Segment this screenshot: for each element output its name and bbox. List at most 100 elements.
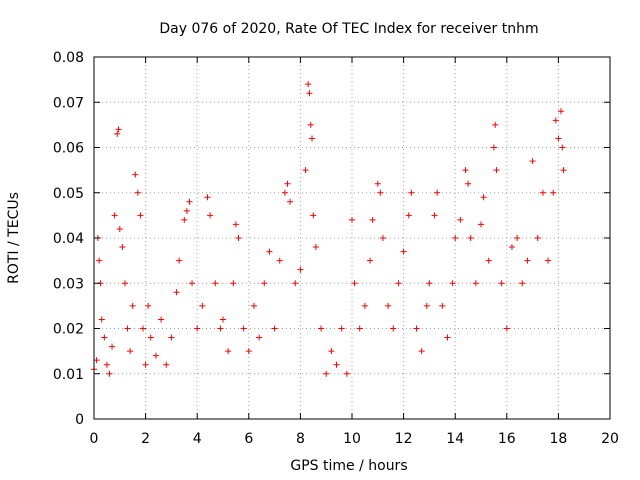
y-axis-label: ROTI / TECUs <box>6 192 22 284</box>
data-point <box>98 316 105 323</box>
data-point <box>281 189 288 196</box>
y-tick-label: 0.06 <box>53 141 84 157</box>
data-point <box>103 361 110 368</box>
data-point <box>152 352 159 359</box>
data-point <box>256 334 263 341</box>
data-point <box>266 248 273 255</box>
data-point <box>545 257 552 264</box>
data-point <box>106 370 113 377</box>
data-point <box>356 325 363 332</box>
data-point <box>361 302 368 309</box>
data-point <box>250 302 257 309</box>
data-point <box>115 126 122 133</box>
x-tick-label: 6 <box>244 431 253 447</box>
data-point <box>189 280 196 287</box>
data-point <box>225 348 232 355</box>
data-point <box>498 280 505 287</box>
y-tick-label: 0.08 <box>53 50 84 66</box>
data-point <box>140 325 147 332</box>
data-point <box>400 248 407 255</box>
data-point <box>524 257 531 264</box>
data-point <box>408 189 415 196</box>
data-point <box>121 280 128 287</box>
data-point <box>333 361 340 368</box>
x-tick-label: 4 <box>193 431 202 447</box>
data-point <box>132 171 139 178</box>
data-point <box>240 325 247 332</box>
data-point <box>434 189 441 196</box>
data-point <box>302 167 309 174</box>
data-point <box>555 135 562 142</box>
data-point <box>217 325 224 332</box>
axis-ticks: 0 2 4 6 8 10 12 14 16 18 20 0 0.01 0.02 0.03 0.04 0.05 0.… <box>53 50 619 447</box>
data-point <box>559 144 566 151</box>
data-point <box>183 207 190 214</box>
data-point <box>490 144 497 151</box>
x-tick-label: 10 <box>343 431 361 447</box>
data-point <box>129 302 136 309</box>
data-point <box>385 302 392 309</box>
data-point <box>176 257 183 264</box>
data-point <box>96 257 103 264</box>
data-point <box>306 90 313 97</box>
data-point <box>124 325 131 332</box>
y-tick-label: 0.03 <box>53 276 84 292</box>
data-point <box>271 325 278 332</box>
data-point <box>207 212 214 219</box>
data-point <box>485 257 492 264</box>
data-point <box>465 180 472 187</box>
data-point <box>367 257 374 264</box>
y-tick-label: 0.07 <box>53 95 84 111</box>
data-point <box>261 280 268 287</box>
data-point <box>199 302 206 309</box>
data-point <box>181 216 188 223</box>
data-point <box>431 212 438 219</box>
data-point <box>145 302 152 309</box>
data-point <box>480 194 487 201</box>
data-point <box>493 167 500 174</box>
grid-lines <box>94 57 610 419</box>
chart-title: Day 076 of 2020, Rate Of TEC Index for r… <box>159 21 538 37</box>
data-point <box>343 370 350 377</box>
data-point <box>457 216 464 223</box>
x-tick-label: 18 <box>549 431 567 447</box>
data-point <box>444 334 451 341</box>
y-tick-label: 0.04 <box>53 231 84 247</box>
data-point <box>245 348 252 355</box>
data-points <box>91 81 567 377</box>
data-point <box>338 325 345 332</box>
data-point <box>318 325 325 332</box>
data-point <box>297 266 304 273</box>
y-tick-label: 0.01 <box>53 367 84 383</box>
data-point <box>114 130 121 137</box>
data-point <box>492 121 499 128</box>
data-point <box>109 343 116 350</box>
data-point <box>292 280 299 287</box>
data-point <box>230 280 237 287</box>
data-point <box>173 289 180 296</box>
data-point <box>439 302 446 309</box>
data-point <box>119 244 126 251</box>
data-point <box>508 244 515 251</box>
data-point <box>312 244 319 251</box>
data-point <box>467 235 474 241</box>
data-point <box>147 334 154 341</box>
data-point <box>163 361 170 368</box>
data-point <box>379 235 386 241</box>
data-point <box>323 370 330 377</box>
data-point <box>478 221 484 228</box>
data-point <box>514 235 521 241</box>
data-point <box>369 216 376 223</box>
data-point <box>284 180 291 187</box>
data-point <box>560 167 567 174</box>
x-tick-label: 14 <box>446 431 464 447</box>
data-point <box>377 189 384 196</box>
data-point <box>395 280 402 287</box>
data-point <box>413 325 420 332</box>
x-tick-label: 12 <box>395 431 413 447</box>
data-point <box>137 212 144 219</box>
data-point <box>212 280 219 287</box>
data-point <box>557 108 564 115</box>
data-point <box>426 280 433 287</box>
